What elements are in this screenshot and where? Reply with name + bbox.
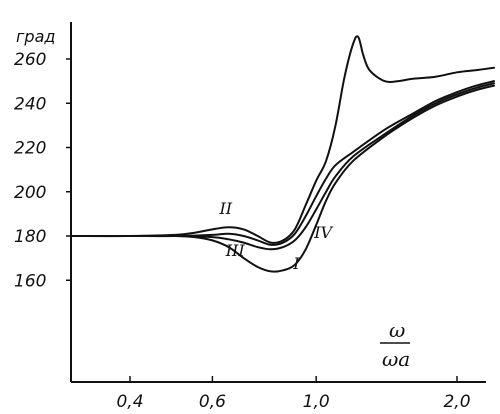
y-tick-label: 160 (14, 271, 46, 291)
curve-label-I: I (292, 254, 300, 273)
x-axis-label-denominator: ωa (382, 347, 410, 371)
y-tick-label: 200 (14, 183, 46, 203)
x-tick-label: 1,0 (303, 392, 330, 412)
x-axis-fraction-label: ω ωa (380, 318, 410, 371)
x-ticks: 0,4 0,6 1,0 2,0 (116, 376, 471, 412)
y-tick-label: 260 (14, 50, 46, 70)
curve-IV (70, 80, 495, 246)
x-tick-label: 2,0 (443, 392, 470, 412)
y-tick-label: 180 (14, 227, 46, 247)
curves (70, 35, 495, 273)
curve-II (70, 35, 495, 244)
y-tick-label: 220 (14, 139, 46, 159)
curve-label-IV: IV (313, 223, 333, 242)
curve-I (70, 84, 495, 273)
curve-label-II: II (218, 199, 232, 218)
x-tick-label: 0,6 (199, 392, 226, 412)
curve-III (70, 82, 495, 251)
x-tick-label: 0,4 (116, 392, 143, 412)
y-tick-label: 240 (14, 94, 46, 114)
curve-label-III: III (225, 241, 246, 260)
y-axis-unit-label: град (16, 27, 55, 46)
x-axis-label-numerator: ω (389, 318, 405, 342)
y-ticks: 160 180 200 220 240 260 (14, 50, 71, 291)
